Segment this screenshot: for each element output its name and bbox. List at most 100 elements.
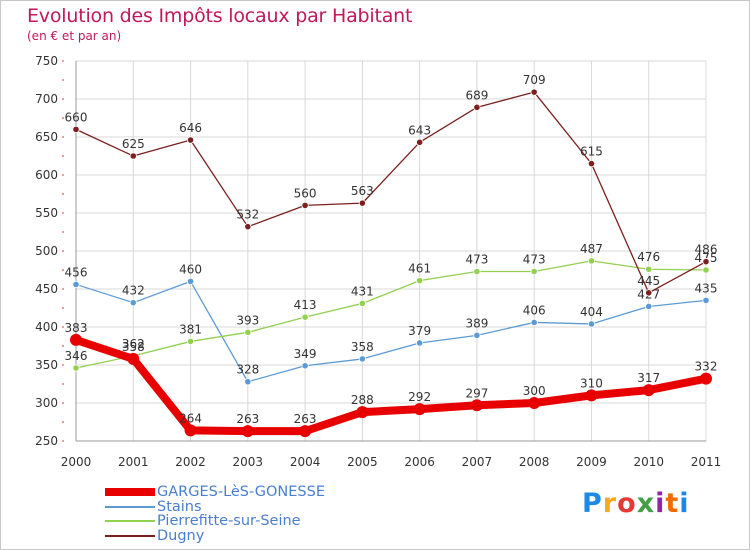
- data-point: [587, 320, 596, 328]
- data-point: [244, 223, 252, 231]
- data-label: 362: [122, 337, 145, 351]
- data-point: [587, 160, 596, 168]
- data-point: [186, 337, 195, 346]
- data-label: 475: [695, 251, 718, 265]
- data-label: 660: [65, 110, 88, 124]
- series-pierrefitte-sur-seine: 346 362 381 393 413 431 461 473 473 487 476 475: [65, 242, 718, 372]
- x-tick-label: 2000: [61, 455, 92, 469]
- data-point: [184, 424, 197, 437]
- y-tick-label: 600: [35, 168, 58, 182]
- x-tick-label: 2009: [576, 455, 607, 469]
- data-point: [473, 103, 481, 111]
- data-point: [127, 352, 140, 365]
- data-label: 264: [179, 411, 202, 425]
- data-label: 328: [236, 363, 259, 377]
- data-label: 476: [637, 250, 660, 264]
- data-label: 473: [523, 253, 546, 267]
- data-point: [642, 384, 655, 397]
- y-tick-label: 550: [35, 206, 58, 220]
- logo-letter: x: [636, 488, 656, 519]
- x-tick-label: 2006: [404, 455, 435, 469]
- logo-letter: o: [617, 488, 637, 519]
- data-point: [702, 296, 710, 304]
- legend-label: Pierrefitte-sur-Seine: [157, 513, 301, 529]
- data-label: 563: [351, 184, 374, 198]
- legend-swatch: [105, 505, 155, 508]
- data-label: 432: [122, 284, 145, 298]
- data-point: [70, 333, 82, 346]
- data-label: 486: [695, 243, 718, 257]
- data-point: [700, 372, 712, 385]
- data-point: [244, 378, 252, 386]
- data-label: 404: [580, 305, 603, 319]
- data-point: [473, 267, 481, 276]
- logo-letter: r: [602, 488, 618, 519]
- data-label: 292: [408, 390, 431, 404]
- data-point: [470, 399, 483, 412]
- data-label: 560: [294, 186, 317, 200]
- y-tick-label: 650: [35, 130, 58, 144]
- data-point: [301, 313, 309, 321]
- data-label: 349: [294, 347, 317, 361]
- x-tick-label: 2004: [290, 455, 321, 469]
- legend-swatch: [105, 520, 155, 523]
- chart-subtitle: (en € et par an): [27, 29, 122, 43]
- data-point: [413, 403, 426, 416]
- data-label: 393: [236, 313, 259, 327]
- data-point: [358, 299, 366, 308]
- data-point: [530, 318, 538, 327]
- data-point: [241, 425, 254, 438]
- data-label: 263: [294, 412, 317, 426]
- data-point: [129, 152, 137, 160]
- data-label: 487: [580, 242, 603, 256]
- data-label: 643: [408, 123, 431, 137]
- data-label: 381: [179, 322, 202, 336]
- y-tick-label: 450: [35, 282, 58, 296]
- x-tick-label: 2001: [118, 455, 149, 469]
- legend-label: GARGES-LèS-GONESSE: [157, 484, 326, 500]
- chart-legend: GARGES-LèS-GONESSE Stains Pierrefitte-sur-…: [105, 485, 325, 543]
- data-point: [585, 389, 598, 402]
- legend-label: Stains: [157, 498, 202, 515]
- data-point: [416, 277, 424, 285]
- series-garges-l-s-gonesse: 383 358 264 263 263 288 292 297 300 310 317 332: [65, 321, 717, 438]
- data-label: 358: [351, 340, 374, 354]
- x-tick-label: 2002: [175, 455, 206, 469]
- x-tick-label: 2011: [691, 455, 722, 469]
- y-tick-label: 400: [35, 320, 58, 334]
- y-tick-label: 700: [35, 92, 58, 106]
- y-tick-label: 350: [35, 358, 58, 372]
- series-stains: 456432460328349358379389406404427435: [65, 262, 717, 386]
- data-point: [530, 267, 538, 276]
- data-point: [473, 331, 481, 339]
- y-tick-label: 250: [35, 434, 58, 448]
- x-tick-label: 2007: [462, 455, 493, 469]
- data-label: 445: [637, 274, 660, 288]
- data-label: 431: [351, 284, 374, 298]
- data-label: 358: [122, 340, 145, 354]
- data-point: [301, 362, 309, 370]
- legend-swatch: [105, 488, 155, 497]
- data-label: 625: [122, 137, 145, 151]
- data-label: 461: [408, 262, 431, 276]
- logo-letter: t: [665, 488, 680, 519]
- data-point: [416, 138, 424, 146]
- series-line: [72, 335, 710, 436]
- data-point: [301, 201, 309, 209]
- y-tick-label: 500: [35, 244, 58, 258]
- data-label: 460: [179, 262, 202, 276]
- y-tick-label: 300: [35, 396, 58, 410]
- data-point: [299, 425, 312, 438]
- data-point: [356, 406, 369, 419]
- data-label: 383: [65, 321, 88, 335]
- data-point: [702, 258, 710, 266]
- data-label: 379: [408, 324, 431, 338]
- data-point: [528, 397, 541, 409]
- data-label: 300: [523, 384, 546, 398]
- data-point: [358, 355, 366, 363]
- data-label: 406: [523, 303, 546, 317]
- x-tick-label: 2008: [519, 455, 550, 469]
- series-dugny: 660 625 646 532 560 563 643 689 709 615 445 486: [65, 73, 718, 297]
